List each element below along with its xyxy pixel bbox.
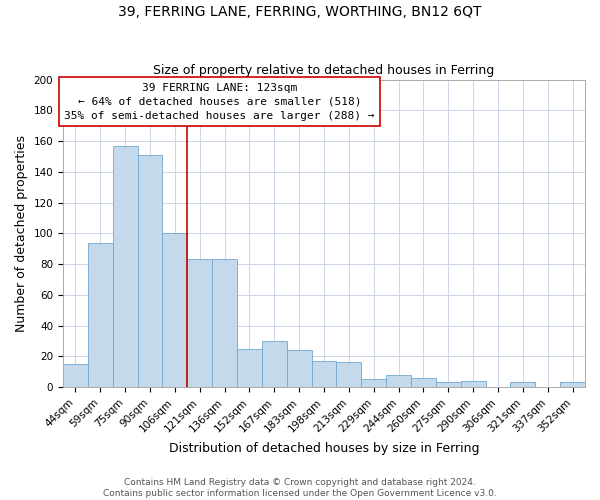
Bar (187, 260, 212, 387)
Bar (511, 382, 535, 387)
Bar (411, 378, 436, 387)
Bar (311, 361, 337, 387)
Text: 39, FERRING LANE, FERRING, WORTHING, BN12 6QT: 39, FERRING LANE, FERRING, WORTHING, BN1… (118, 5, 482, 19)
Bar (436, 382, 461, 387)
Text: Contains HM Land Registry data © Crown copyright and database right 2024.
Contai: Contains HM Land Registry data © Crown c… (103, 478, 497, 498)
Bar (262, 341, 287, 387)
Y-axis label: Number of detached properties: Number of detached properties (15, 135, 28, 332)
Bar (88, 242, 113, 387)
Bar (113, 146, 137, 387)
Text: 39 FERRING LANE: 123sqm
← 64% of detached houses are smaller (518)
35% of semi-d: 39 FERRING LANE: 123sqm ← 64% of detache… (64, 82, 375, 120)
X-axis label: Distribution of detached houses by size in Ferring: Distribution of detached houses by size … (169, 442, 479, 455)
Bar (386, 375, 411, 387)
Bar (63, 364, 88, 387)
Bar (237, 348, 262, 387)
Bar (163, 234, 187, 387)
Bar (461, 381, 485, 387)
Bar (560, 382, 585, 387)
Title: Size of property relative to detached houses in Ferring: Size of property relative to detached ho… (154, 64, 494, 77)
Bar (137, 155, 163, 387)
Bar (361, 380, 386, 387)
Bar (212, 260, 237, 387)
Bar (337, 362, 361, 387)
Bar (287, 350, 311, 387)
